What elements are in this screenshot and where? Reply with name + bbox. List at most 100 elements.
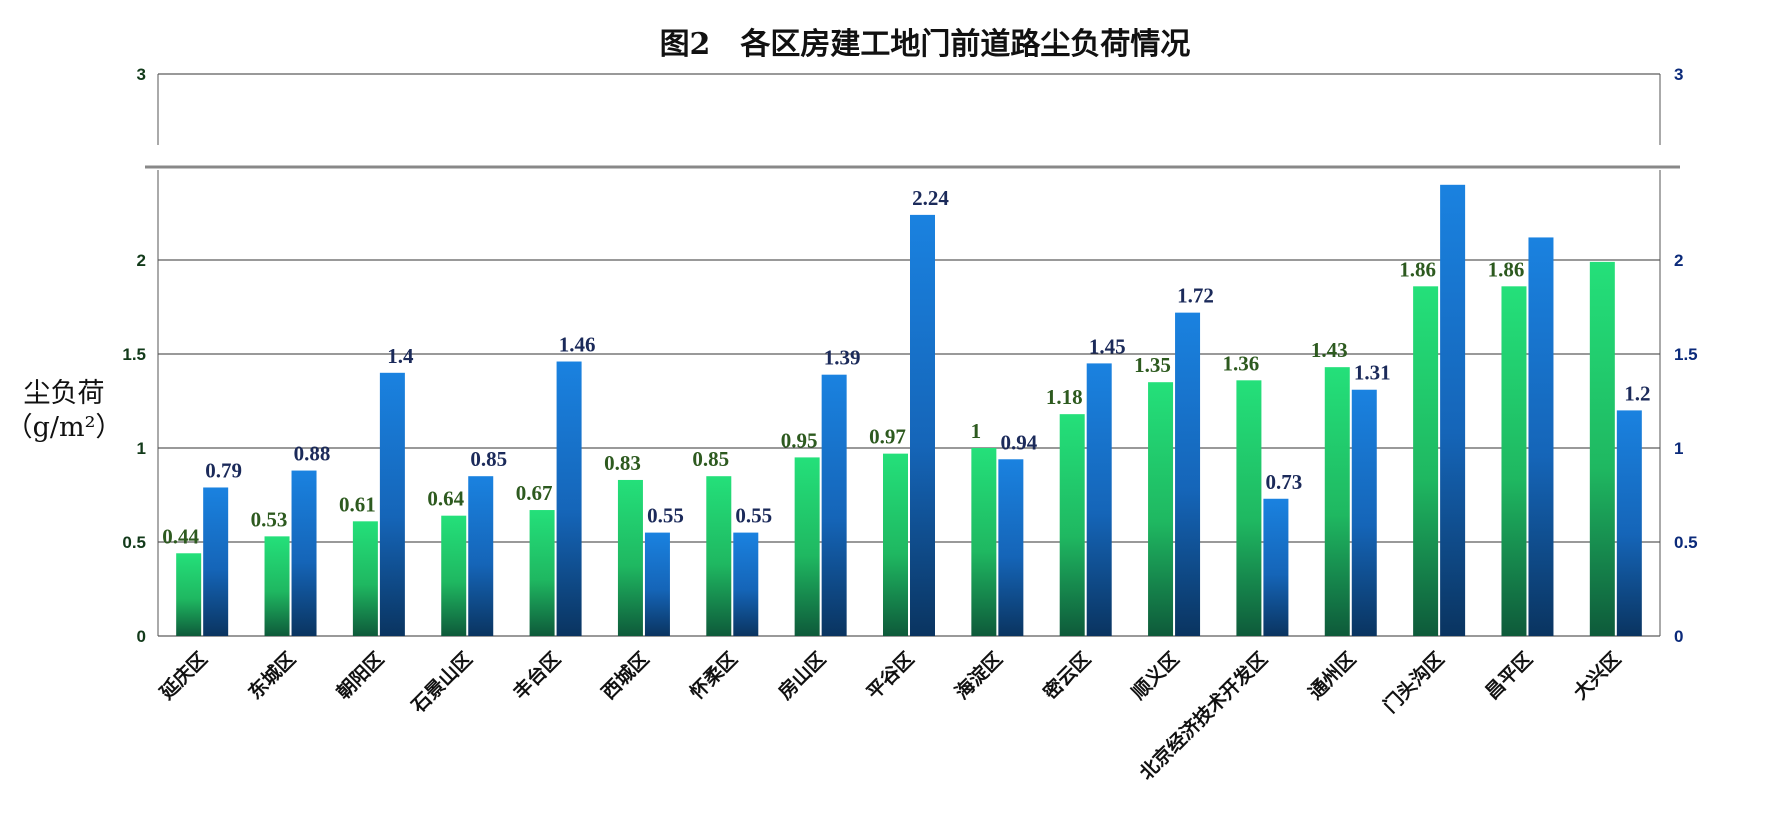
data-label: 0.85 bbox=[470, 447, 507, 471]
category-label: 东城区 bbox=[243, 647, 300, 704]
data-label: 1.2 bbox=[1624, 381, 1650, 405]
bar-green bbox=[971, 448, 997, 636]
bar-blue bbox=[1440, 184, 1466, 637]
data-label: 0.61 bbox=[339, 492, 376, 516]
data-label: 0.64 bbox=[427, 487, 464, 511]
bar-green bbox=[1236, 380, 1262, 636]
category-label: 丰台区 bbox=[509, 647, 566, 704]
data-label: 0.83 bbox=[604, 451, 641, 475]
data-label: 1.86 bbox=[1488, 257, 1525, 281]
data-label: 0.79 bbox=[205, 458, 242, 482]
category-label: 密云区 bbox=[1039, 647, 1096, 704]
y-tick-label-right: 2 bbox=[1674, 251, 1683, 270]
category-label: 昌平区 bbox=[1481, 648, 1537, 704]
bar-blue bbox=[1086, 363, 1112, 636]
chart-title: 图2 各区房建工地门前道路尘负荷情况 bbox=[660, 27, 1191, 62]
category-labels-layer: 延庆区 东城区 朝阳区 石景山区 丰台区 西城区 怀柔区 房山区 平谷区 海淀区 密云区 顺义区北京经… bbox=[154, 647, 1625, 784]
data-label: 0.88 bbox=[294, 442, 331, 466]
bar-green bbox=[176, 553, 202, 636]
y-tick-label-left: 0 bbox=[137, 627, 146, 646]
bar-green bbox=[794, 457, 820, 636]
data-label: 0.55 bbox=[647, 504, 684, 528]
bar-green bbox=[706, 476, 732, 636]
bar-blue bbox=[556, 361, 582, 636]
data-label: 1.72 bbox=[1177, 284, 1214, 308]
y-tick-label-left: 2 bbox=[137, 251, 146, 270]
bar-blue bbox=[998, 459, 1024, 636]
y-tick-label-left: 0.5 bbox=[122, 533, 146, 552]
category-label: 怀柔区 bbox=[685, 647, 742, 704]
category-label: 顺义区 bbox=[1128, 648, 1184, 704]
data-label: 0.67 bbox=[516, 481, 553, 505]
y-tick-label-right: 1.5 bbox=[1674, 345, 1698, 364]
bar-blue bbox=[821, 374, 847, 636]
data-label: 0.73 bbox=[1266, 470, 1303, 494]
data-label: 0.55 bbox=[735, 504, 772, 528]
data-label: 1.18 bbox=[1046, 385, 1083, 409]
data-label: 0.85 bbox=[692, 447, 729, 471]
y-tick-label-right: 1 bbox=[1674, 439, 1683, 458]
grid-layer bbox=[144, 73, 1680, 637]
value-labels-layer: 0.440.790.530.880.611.40.640.850.671.460… bbox=[162, 186, 1650, 548]
bar-green bbox=[1589, 261, 1615, 636]
bar-blue bbox=[1263, 498, 1289, 636]
bar-green bbox=[883, 453, 908, 636]
axis-layer: 0 0 0.5 0.5 1 1 1.5 1.5 2 2 3 3 bbox=[122, 65, 1697, 646]
bar-green bbox=[441, 515, 467, 636]
category-label: 通州区 bbox=[1304, 648, 1360, 704]
data-label: 2.24 bbox=[912, 186, 949, 210]
bar-green bbox=[1413, 286, 1439, 636]
data-label: 1.46 bbox=[559, 333, 596, 357]
data-label: 1 bbox=[971, 419, 982, 443]
data-label: 1.45 bbox=[1089, 334, 1126, 358]
category-label: 石景山区 bbox=[407, 648, 477, 718]
category-label: 平谷区 bbox=[863, 648, 919, 704]
category-label: 海淀区 bbox=[950, 647, 1007, 704]
data-label: 0.94 bbox=[1000, 430, 1037, 454]
category-label: 延庆区 bbox=[154, 647, 211, 704]
bar-green bbox=[529, 510, 555, 636]
y-axis-unit: （g/m²） bbox=[6, 412, 123, 443]
y-tick-label-right: 0.5 bbox=[1674, 533, 1698, 552]
bar-green bbox=[1059, 414, 1085, 636]
data-label: 0.95 bbox=[781, 428, 818, 452]
data-label: 1.39 bbox=[824, 346, 861, 370]
data-label: 0.44 bbox=[162, 524, 199, 548]
bar-blue bbox=[1616, 410, 1642, 636]
data-label: 1.35 bbox=[1134, 353, 1171, 377]
category-label: 朝阳区 bbox=[333, 648, 389, 704]
data-label: 1.31 bbox=[1354, 361, 1391, 385]
category-label: 大兴区 bbox=[1569, 647, 1626, 704]
bar-blue bbox=[468, 476, 494, 636]
bar-green bbox=[264, 536, 290, 636]
bar-green bbox=[1501, 286, 1527, 636]
category-label: 房山区 bbox=[774, 647, 831, 704]
bar-blue bbox=[379, 372, 405, 636]
bar-green bbox=[617, 479, 643, 636]
y-tick-label-left: 3 bbox=[137, 65, 146, 84]
bars-layer bbox=[176, 184, 1642, 637]
bar-blue bbox=[291, 470, 317, 636]
bar-blue bbox=[733, 532, 759, 636]
data-label: 1.43 bbox=[1311, 338, 1348, 362]
data-label: 0.53 bbox=[251, 507, 288, 531]
bar-blue bbox=[1528, 237, 1554, 636]
bar-green bbox=[1148, 382, 1174, 636]
bar-blue bbox=[203, 487, 229, 636]
axis-break-gap bbox=[144, 148, 1674, 164]
bar-blue bbox=[1175, 312, 1201, 636]
data-label: 0.97 bbox=[869, 425, 906, 449]
y-tick-label-right: 3 bbox=[1674, 65, 1683, 84]
y-tick-label-right: 0 bbox=[1674, 627, 1683, 646]
y-axis-label: 尘负荷 bbox=[24, 378, 105, 409]
data-label: 1.4 bbox=[387, 344, 414, 368]
category-label: 西城区 bbox=[597, 647, 654, 704]
data-label: 1.86 bbox=[1399, 257, 1436, 281]
y-tick-label-left: 1 bbox=[137, 439, 146, 458]
bar-green bbox=[352, 521, 378, 636]
category-label: 门头沟区 bbox=[1379, 647, 1449, 717]
bar-green bbox=[1324, 367, 1350, 636]
y-tick-label-left: 1.5 bbox=[122, 345, 146, 364]
bar-blue bbox=[644, 532, 670, 636]
